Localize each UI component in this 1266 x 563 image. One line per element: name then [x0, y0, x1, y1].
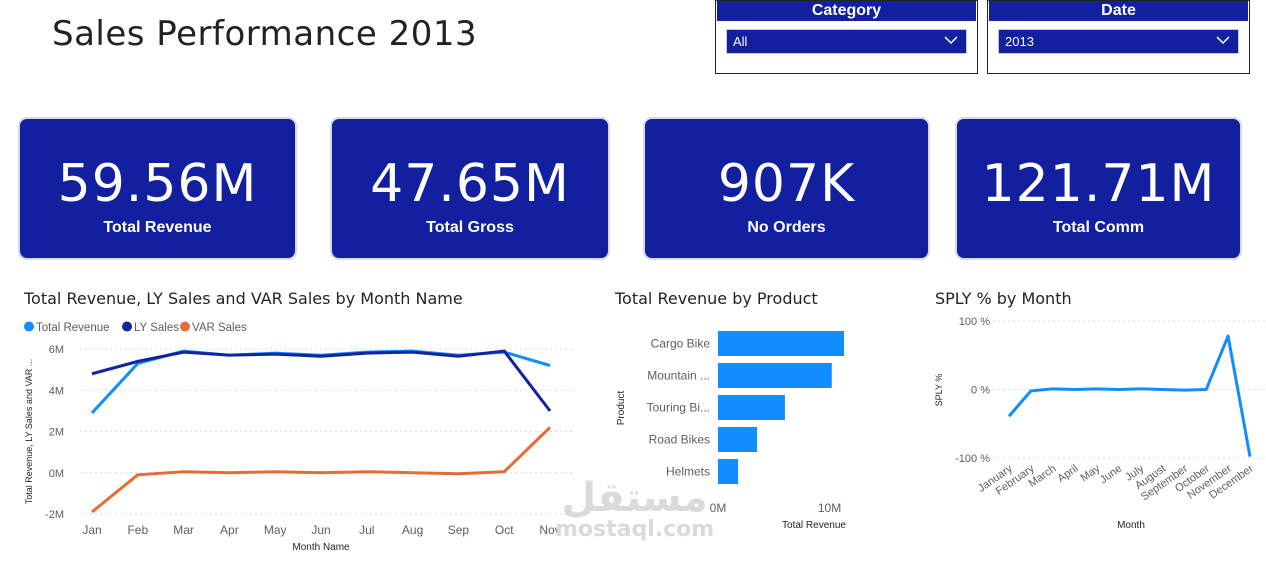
category-slicer-header: Category	[717, 1, 976, 21]
x-tick-label: Jun	[311, 523, 330, 537]
kpi-label: No Orders	[747, 219, 826, 236]
watermark-latin: mostaql.com	[555, 517, 715, 542]
y-axis-label: Total Revenue, LY Sales and VAR ...	[24, 359, 34, 505]
watermark-logo: مستقل mostaql.com	[555, 478, 714, 542]
x-tick-label: Nov	[539, 523, 560, 537]
x-tick-label: June	[1098, 463, 1124, 487]
category-dropdown[interactable]: All	[726, 29, 967, 54]
y-tick-label: -2M	[45, 509, 64, 521]
category-label: Road Bikes	[649, 433, 710, 447]
x-tick-label: 0M	[710, 501, 727, 515]
legend-label: VAR Sales	[192, 322, 247, 334]
y-tick-label: -100 %	[955, 453, 990, 465]
kpi-value: 59.56M	[57, 154, 258, 214]
date-dropdown[interactable]: 2013	[998, 29, 1239, 54]
sply-line-chart[interactable]: 100 %0 %-100 %JanuaryFebruaryMarchAprilM…	[920, 310, 1266, 563]
kpi-value: 907K	[717, 154, 856, 214]
bar	[718, 427, 758, 452]
legend-marker	[24, 321, 34, 332]
bar	[718, 459, 739, 484]
bar	[718, 331, 845, 356]
x-tick-label: Feb	[127, 523, 148, 537]
date-slicer-header: Date	[989, 1, 1248, 21]
category-label: Helmets	[666, 465, 710, 479]
x-tick-label: May	[1078, 462, 1102, 484]
watermark-arabic: مستقل	[561, 475, 708, 521]
y-tick-label: 2M	[49, 427, 64, 439]
y-tick-label: 6M	[49, 344, 64, 356]
category-label: Mountain ...	[647, 369, 710, 383]
sply-chart-title: SPLY % by Month	[935, 289, 1072, 308]
y-axis-label: SPLY %	[934, 374, 944, 407]
kpi-card-total-revenue[interactable]: 59.56M Total Revenue	[18, 117, 297, 260]
kpi-value: 121.71M	[981, 154, 1216, 214]
category-slicer: Category All	[715, 0, 978, 74]
bar-chart-title: Total Revenue by Product	[615, 289, 818, 308]
x-tick-label: Jan	[82, 523, 101, 537]
revenue-line-chart[interactable]: 6M 4M 2M 0M -2M Jan Feb Mar Apr May Jun Jul Aug Sep Oc…	[0, 310, 600, 563]
date-slicer: Date 2013	[987, 0, 1250, 74]
category-dropdown-value: All	[733, 34, 748, 49]
x-axis-label: Total Revenue	[782, 520, 846, 531]
kpi-card-no-orders[interactable]: 907K No Orders	[643, 117, 930, 260]
bar	[718, 363, 832, 388]
x-tick-label: Mar	[173, 523, 194, 537]
legend-marker	[180, 321, 190, 332]
kpi-label: Total Comm	[1052, 219, 1145, 236]
kpi-label: Total Gross	[426, 219, 514, 236]
x-tick-label: 10M	[818, 501, 841, 515]
chevron-down-icon	[1216, 36, 1230, 45]
page-title: Sales Performance 2013	[52, 14, 478, 54]
series-line	[90, 349, 551, 414]
kpi-label: Total Revenue	[103, 219, 212, 236]
line-chart-title: Total Revenue, LY Sales and VAR Sales by…	[24, 289, 463, 308]
y-tick-label: 4M	[49, 385, 64, 397]
chevron-down-icon	[944, 36, 958, 45]
x-axis-label: Month	[1117, 520, 1145, 531]
x-tick-label: Jul	[359, 523, 374, 537]
x-axis-label: Month Name	[292, 542, 350, 553]
legend-label: Total Revenue	[36, 322, 110, 334]
y-tick-label: 100 %	[959, 316, 990, 328]
series-line	[1007, 334, 1252, 457]
category-label: Touring Bi...	[647, 401, 710, 415]
bar	[718, 395, 785, 420]
date-dropdown-value: 2013	[1005, 34, 1034, 49]
x-tick-label: Aug	[402, 523, 423, 537]
kpi-value: 47.65M	[370, 154, 570, 214]
kpi-card-total-comm[interactable]: 121.71M Total Comm	[955, 117, 1242, 260]
x-tick-label: April	[1056, 463, 1081, 485]
kpi-card-total-gross[interactable]: 47.65M Total Gross	[330, 117, 610, 260]
x-tick-label: Apr	[220, 523, 239, 537]
y-tick-label: 0M	[49, 468, 64, 480]
category-label: Cargo Bike	[651, 337, 711, 351]
y-axis-label: Product	[616, 391, 627, 426]
x-tick-label: May	[264, 523, 287, 537]
product-bar-chart[interactable]: Cargo Bike Mountain ... Touring Bi... Road …	[600, 310, 920, 563]
x-tick-label: Sep	[448, 523, 470, 537]
x-tick-label: Oct	[495, 523, 514, 537]
y-tick-label: 0 %	[971, 385, 990, 397]
legend-label: LY Sales	[134, 322, 179, 334]
legend-marker	[122, 321, 132, 332]
series-line	[91, 349, 552, 412]
series-line	[91, 426, 552, 514]
